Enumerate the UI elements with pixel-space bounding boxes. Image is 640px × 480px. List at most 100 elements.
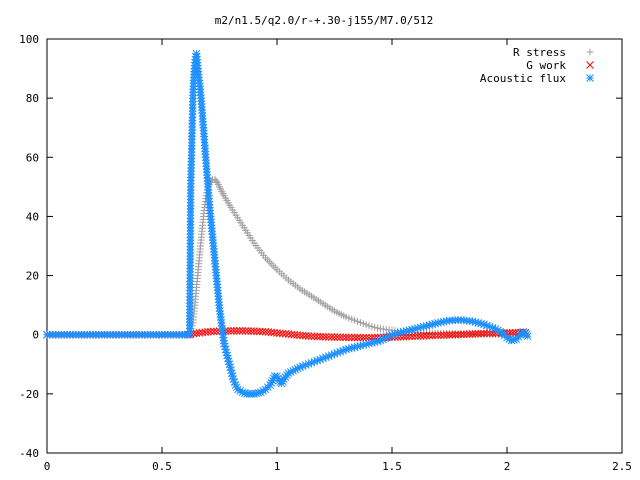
data-point bbox=[371, 323, 379, 331]
data-point bbox=[491, 324, 500, 333]
data-point bbox=[339, 333, 347, 342]
data-point bbox=[356, 319, 364, 327]
data-point bbox=[419, 332, 428, 340]
data-point bbox=[255, 327, 264, 336]
ticks: 0 0.5 1 1.5 2 2.5 -40 -20 0 20 40 60 80 100 bbox=[19, 33, 632, 473]
data-point bbox=[460, 330, 468, 339]
data-point bbox=[493, 326, 502, 335]
data-point bbox=[319, 332, 327, 341]
y-tick-label: 80 bbox=[26, 92, 39, 105]
data-point bbox=[345, 333, 353, 342]
axes-frame bbox=[46, 38, 623, 454]
data-point bbox=[307, 332, 316, 341]
data-point bbox=[437, 331, 445, 340]
data-point bbox=[244, 327, 253, 335]
data-point bbox=[359, 320, 367, 328]
data-point bbox=[304, 332, 313, 340]
data-point bbox=[207, 327, 215, 336]
data-point bbox=[348, 315, 356, 323]
data-point bbox=[316, 332, 324, 341]
data-point bbox=[477, 329, 485, 338]
legend-label: R stress bbox=[513, 46, 566, 59]
plot-border bbox=[46, 38, 623, 454]
data-point bbox=[238, 327, 247, 335]
data-point bbox=[457, 330, 465, 339]
data-point bbox=[330, 333, 339, 341]
data-point bbox=[356, 341, 365, 350]
data-point bbox=[428, 331, 437, 340]
y-tick-label: 20 bbox=[26, 270, 39, 283]
data-point bbox=[227, 327, 235, 335]
x-tick-label: 2.5 bbox=[612, 460, 632, 473]
data-point bbox=[342, 313, 350, 321]
data-point bbox=[425, 321, 434, 329]
data-point bbox=[336, 333, 345, 342]
data-point bbox=[368, 323, 376, 331]
data-point bbox=[439, 331, 448, 339]
data-point bbox=[327, 333, 336, 341]
data-point bbox=[480, 329, 488, 338]
data-point bbox=[342, 333, 350, 342]
series-2 bbox=[43, 49, 532, 398]
data-point bbox=[347, 344, 356, 352]
y-tick-label: 40 bbox=[26, 210, 39, 223]
data-point bbox=[350, 333, 359, 342]
data-point bbox=[448, 330, 457, 339]
data-point bbox=[442, 331, 451, 339]
data-point bbox=[451, 330, 460, 339]
data-point bbox=[431, 331, 439, 340]
y-tick-label: 100 bbox=[19, 33, 39, 46]
data-point bbox=[232, 327, 241, 335]
data-point bbox=[241, 327, 250, 335]
data-point bbox=[345, 314, 353, 322]
y-tick-label: -40 bbox=[19, 447, 39, 460]
data-point bbox=[235, 327, 244, 335]
data-point bbox=[523, 332, 532, 341]
data-point bbox=[354, 317, 361, 325]
data-point bbox=[468, 330, 477, 338]
legend-label: G work bbox=[526, 59, 566, 72]
data-point bbox=[465, 330, 474, 338]
x-tick-label: 0 bbox=[44, 460, 51, 473]
data-point bbox=[365, 322, 373, 330]
data-point bbox=[374, 324, 382, 332]
data-point bbox=[247, 327, 255, 335]
y-tick-label: 0 bbox=[32, 329, 39, 342]
data-point bbox=[353, 333, 362, 342]
data-point bbox=[362, 321, 370, 329]
legend-label: Acoustic flux bbox=[480, 72, 566, 85]
x-tick-label: 2 bbox=[504, 460, 511, 473]
data-point bbox=[212, 177, 220, 185]
data-point bbox=[422, 331, 431, 340]
y-tick-label: 60 bbox=[26, 151, 39, 164]
data-point bbox=[485, 329, 494, 338]
data-point bbox=[454, 330, 462, 339]
data-point bbox=[209, 327, 218, 336]
data-point bbox=[322, 333, 330, 341]
y-tick-label: -20 bbox=[19, 388, 39, 401]
data-point bbox=[416, 332, 425, 340]
data-point bbox=[434, 331, 442, 340]
data-point bbox=[324, 333, 333, 341]
data-point bbox=[414, 332, 422, 340]
x-tick-label: 0.5 bbox=[152, 460, 172, 473]
data-point bbox=[422, 321, 431, 330]
legend-marker bbox=[586, 48, 594, 56]
legend-marker bbox=[586, 61, 594, 69]
data-point bbox=[204, 327, 212, 336]
data-point bbox=[351, 316, 359, 324]
data-point bbox=[474, 329, 483, 338]
series-0 bbox=[43, 175, 529, 339]
data-point bbox=[310, 332, 319, 341]
data-point bbox=[405, 332, 414, 341]
data-point bbox=[253, 327, 261, 336]
data-point bbox=[230, 327, 238, 335]
data-point bbox=[508, 328, 517, 337]
chart-title: m2/n1.5/q2.0/r-+.30-j155/M7.0/512 bbox=[215, 14, 434, 27]
x-tick-label: 1 bbox=[274, 460, 281, 473]
data-point bbox=[347, 333, 356, 342]
data-point bbox=[462, 330, 471, 339]
data-point bbox=[488, 329, 497, 338]
